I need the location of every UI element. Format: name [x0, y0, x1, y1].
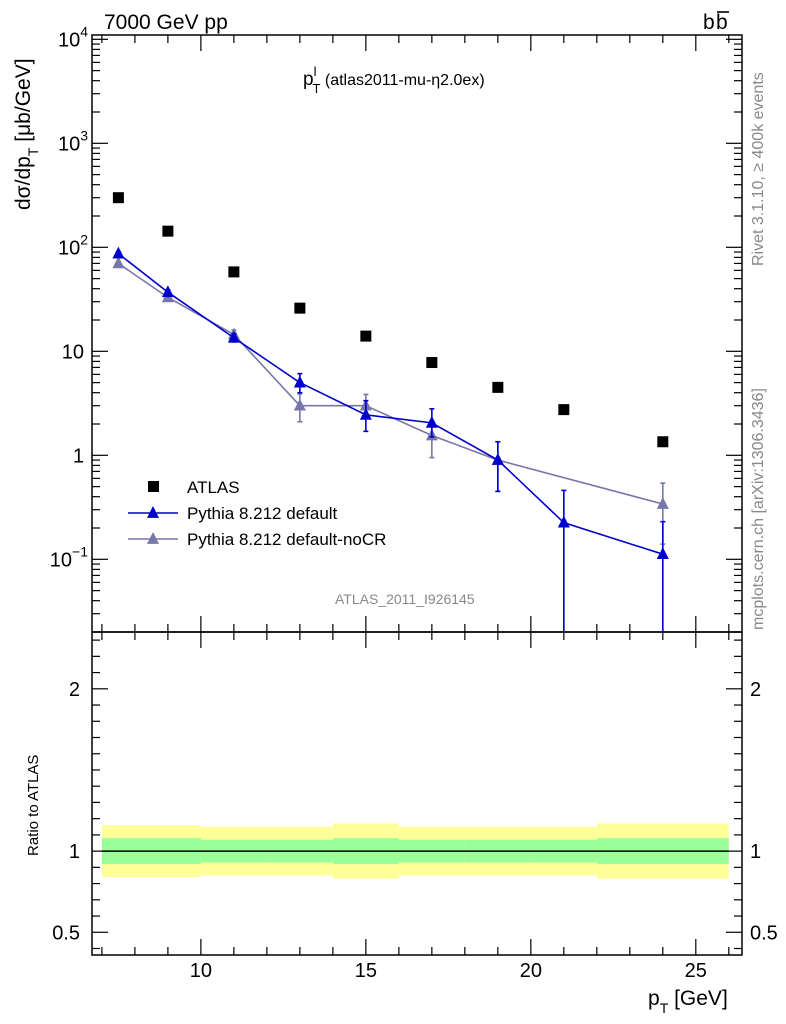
data-point-triangle — [293, 375, 306, 388]
y-tick-exponent: 3 — [80, 127, 88, 143]
data-point-square — [112, 192, 124, 204]
x-tick-label: 20 — [520, 960, 542, 982]
header-energy-label: 7000 GeV pp — [104, 11, 228, 34]
y-tick-label: 103 — [58, 127, 88, 155]
y-tick-exponent: −1 — [72, 543, 88, 559]
series-layer — [112, 192, 669, 632]
data-point-triangle — [359, 407, 372, 420]
legend: ATLAS Pythia 8.212 default Pythia 8.212 de… — [128, 478, 386, 549]
y-tick-label: 1 — [73, 445, 84, 467]
data-point-square — [294, 302, 306, 314]
rivet-version-label: Rivet 3.1.10, ≥ 400k events — [750, 72, 767, 266]
xlabel-main: p — [648, 987, 660, 1010]
x-axis-label: pT [GeV] — [648, 987, 728, 1016]
data-point-square — [360, 330, 372, 342]
data-point-triangle — [112, 256, 125, 269]
y-tick-base: 10 — [58, 237, 80, 259]
header-process-label: b b — [703, 11, 729, 34]
ratio-y-tick-label-right: 2 — [750, 679, 761, 701]
y-tick-label: 10 — [62, 341, 84, 363]
data-point-triangle — [293, 398, 306, 411]
ratio-y-tick-label-left: 0.5 — [52, 922, 80, 944]
x-tick-label: 10 — [190, 960, 212, 982]
data-point-square — [657, 436, 669, 448]
data-point-square — [492, 381, 504, 393]
data-point-triangle — [656, 497, 669, 509]
series-2 — [112, 256, 669, 545]
header-process-bbar: b — [716, 11, 728, 34]
series-line — [117, 262, 664, 505]
xlabel-sub: T — [660, 1000, 669, 1016]
plot-title-sub: T — [312, 81, 320, 96]
data-point-square — [162, 225, 174, 237]
data-point-triangle — [227, 330, 240, 343]
ratio-plot-frame — [91, 631, 743, 956]
legend-triangle-marker — [147, 531, 159, 544]
data-point-square — [426, 357, 438, 369]
ratio-y-tick-label-right: 0.5 — [750, 922, 778, 944]
plot-title-main: p — [303, 69, 314, 90]
ylabel-rest: [μb/GeV] — [12, 58, 35, 147]
y-tick-label: 102 — [58, 231, 88, 259]
y-tick-exponent: 4 — [80, 23, 88, 39]
analysis-watermark: ATLAS_2011_I926145 — [335, 591, 475, 607]
x-tick-label: 15 — [355, 960, 377, 982]
data-point-triangle — [112, 246, 125, 259]
main-ticks — [92, 35, 742, 633]
mcplots-label: mcplots.cern.ch [arXiv:1306.3436] — [750, 388, 767, 630]
y-tick-label: 104 — [58, 23, 88, 51]
data-point-triangle — [425, 415, 438, 428]
legend-entry: Pythia 8.212 default — [128, 504, 338, 523]
series-1 — [112, 246, 669, 632]
y-tick-exponent: 2 — [80, 231, 88, 247]
y-tick-base: 10 — [58, 133, 80, 155]
ratio-ytick-labels: 0.5 0.5 1 1 2 2 — [52, 679, 778, 944]
legend-square-marker — [148, 481, 159, 492]
plot-title-rest: (atlas2011-mu-η2.0ex) — [320, 72, 484, 89]
data-point-triangle — [161, 285, 174, 298]
ratio-y-tick-label-left: 1 — [69, 841, 80, 863]
legend-entry: ATLAS — [148, 478, 240, 497]
xlabel-rest: [GeV] — [668, 987, 728, 1010]
ratio-ticks — [92, 632, 742, 955]
ratio-y-axis-label: Ratio to ATLAS — [25, 755, 42, 856]
data-point-triangle — [557, 515, 570, 528]
legend-label: Pythia 8.212 default — [187, 504, 338, 523]
data-point-square — [558, 404, 570, 416]
data-point-triangle — [656, 547, 669, 560]
plot-title-sup: l — [314, 64, 317, 79]
x-tick-label: 25 — [685, 960, 707, 982]
y-tick-label: 10−1 — [50, 543, 88, 571]
xtick-labels: 10 15 20 25 — [190, 960, 707, 982]
y-tick-base: 10 — [50, 549, 72, 571]
header-process-b: b — [703, 11, 715, 34]
main-y-axis-label: dσ/dpT [μb/GeV] — [12, 58, 41, 210]
legend-triangle-marker — [147, 505, 159, 518]
legend-label: Pythia 8.212 default-noCR — [187, 530, 386, 549]
legend-entry: Pythia 8.212 default-noCR — [128, 530, 386, 549]
ratio-y-tick-label-right: 1 — [750, 841, 761, 863]
series-0 — [112, 192, 669, 448]
y-tick-base: 10 — [58, 29, 80, 51]
ylabel-main: dσ/dp — [12, 156, 35, 210]
data-point-square — [228, 266, 240, 278]
plot-title: pl T (atlas2011-mu-η2.0ex) — [303, 64, 485, 96]
ratio-y-tick-label-left: 2 — [69, 679, 80, 701]
data-point-triangle — [491, 453, 504, 465]
legend-label: ATLAS — [187, 478, 240, 497]
ylabel-sub: T — [25, 147, 41, 156]
